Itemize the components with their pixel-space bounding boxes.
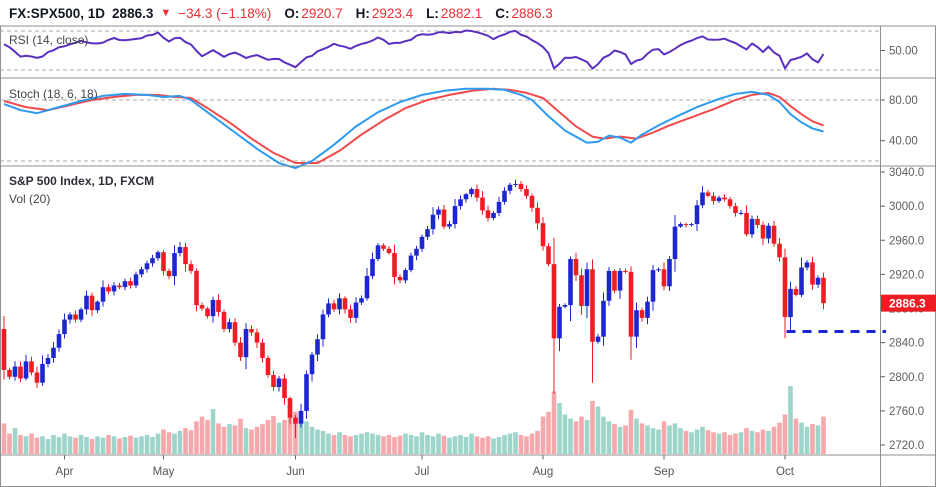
close-label: C: (495, 5, 510, 21)
triangle-down-icon: ▼ (160, 7, 172, 19)
close-number: 2886.3 (511, 5, 553, 21)
high-number: 2923.4 (371, 5, 414, 21)
candles (1, 179, 826, 439)
low-label: L: (426, 5, 439, 21)
month-label: Aug (533, 466, 553, 478)
last-price: 2886.3 (112, 5, 154, 21)
low-value: L: 2882.1 (426, 6, 482, 21)
last-price-tag-label: 2886.3 (889, 297, 926, 311)
high-value: H: 2923.4 (356, 6, 414, 21)
month-label: Jul (415, 466, 430, 478)
price-axis-label: 2760.0 (889, 406, 924, 418)
open-value: O: 2920.7 (284, 6, 342, 21)
high-label: H: (355, 5, 370, 21)
price-axis-label: 3040.0 (889, 167, 924, 179)
close-value: C: 2886.3 (495, 6, 553, 21)
time-axis[interactable]: Apr May Jun Jul Aug Sep Oct (56, 455, 795, 479)
price-axis-label: 2960.0 (889, 235, 924, 247)
volume-bars (1, 386, 826, 454)
symbol-name[interactable]: FX:SPX500, 1D (9, 5, 106, 21)
symbol-info-bar: FX:SPX500, 1D 2886.3 ▼ −34.3 (−1.18%) O:… (0, 0, 936, 26)
price-axis-label: 2720.0 (889, 440, 924, 452)
price-axis-label: 3000.0 (889, 201, 924, 213)
price-axis-label: 50.00 (889, 46, 918, 58)
open-label: O: (284, 5, 300, 21)
price-change: −34.3 (−1.18%) (178, 5, 272, 21)
month-label: Apr (56, 466, 74, 478)
price-axis-label: 2800.0 (889, 372, 924, 384)
price-axis-label: 80.00 (889, 95, 918, 107)
low-number: 2882.1 (440, 5, 483, 21)
month-label: Oct (776, 466, 795, 478)
price-axis-label: 2840.0 (889, 338, 924, 350)
last-price-tag: 2886.3 (881, 294, 936, 312)
month-label: Sep (654, 466, 674, 478)
stoch-lines (3, 87, 824, 170)
month-label: Jun (286, 466, 305, 478)
open-number: 2920.7 (301, 5, 343, 21)
month-label: May (153, 466, 175, 478)
price-axis-label: 40.00 (889, 136, 918, 148)
rsi-line (3, 29, 825, 70)
price-axis-label: 2920.0 (889, 269, 924, 281)
price-axis[interactable]: 50.00 80.00 40.00 3040.0 3000.0 2960.0 2920.0 2… (880, 46, 925, 453)
